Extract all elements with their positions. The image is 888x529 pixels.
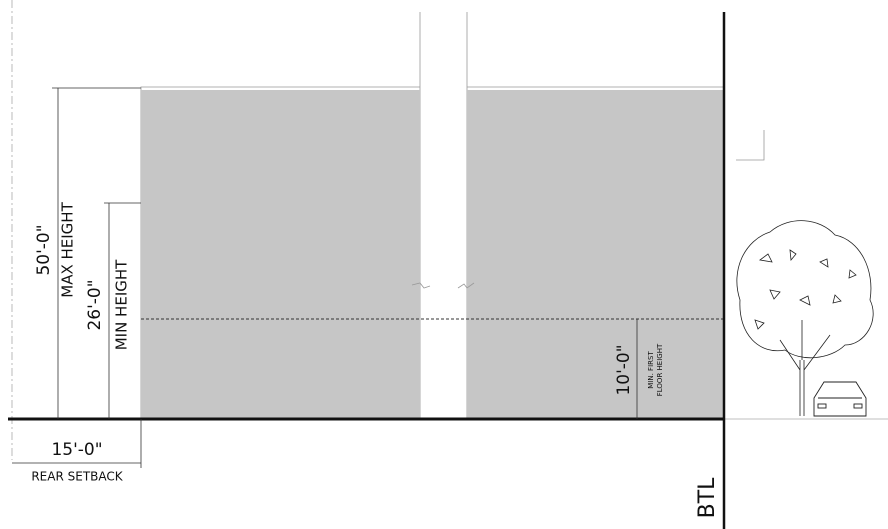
- tree: [736, 220, 874, 416]
- neighbor-outline: [736, 130, 765, 161]
- btl-label: BTL: [695, 477, 720, 519]
- break-mark: [457, 282, 475, 289]
- dimension-value: 15'-0": [51, 440, 102, 460]
- dimension-label: REAR SETBACK: [31, 470, 123, 484]
- break-mark: [411, 282, 431, 289]
- dimension-value: 26'-0": [85, 279, 105, 330]
- dimension-value: 50'-0": [34, 224, 54, 275]
- dimension-label: MIN. FIRST: [647, 351, 655, 389]
- dimension-value: 10'-0": [614, 344, 634, 395]
- building-mass: [141, 90, 420, 419]
- building-mass: [467, 90, 724, 419]
- car: [813, 381, 867, 417]
- dimension-label: MAX HEIGHT: [59, 201, 77, 297]
- dimension-label: MIN HEIGHT: [113, 259, 131, 350]
- dimension-label: FLOOR HEIGHT: [656, 343, 664, 396]
